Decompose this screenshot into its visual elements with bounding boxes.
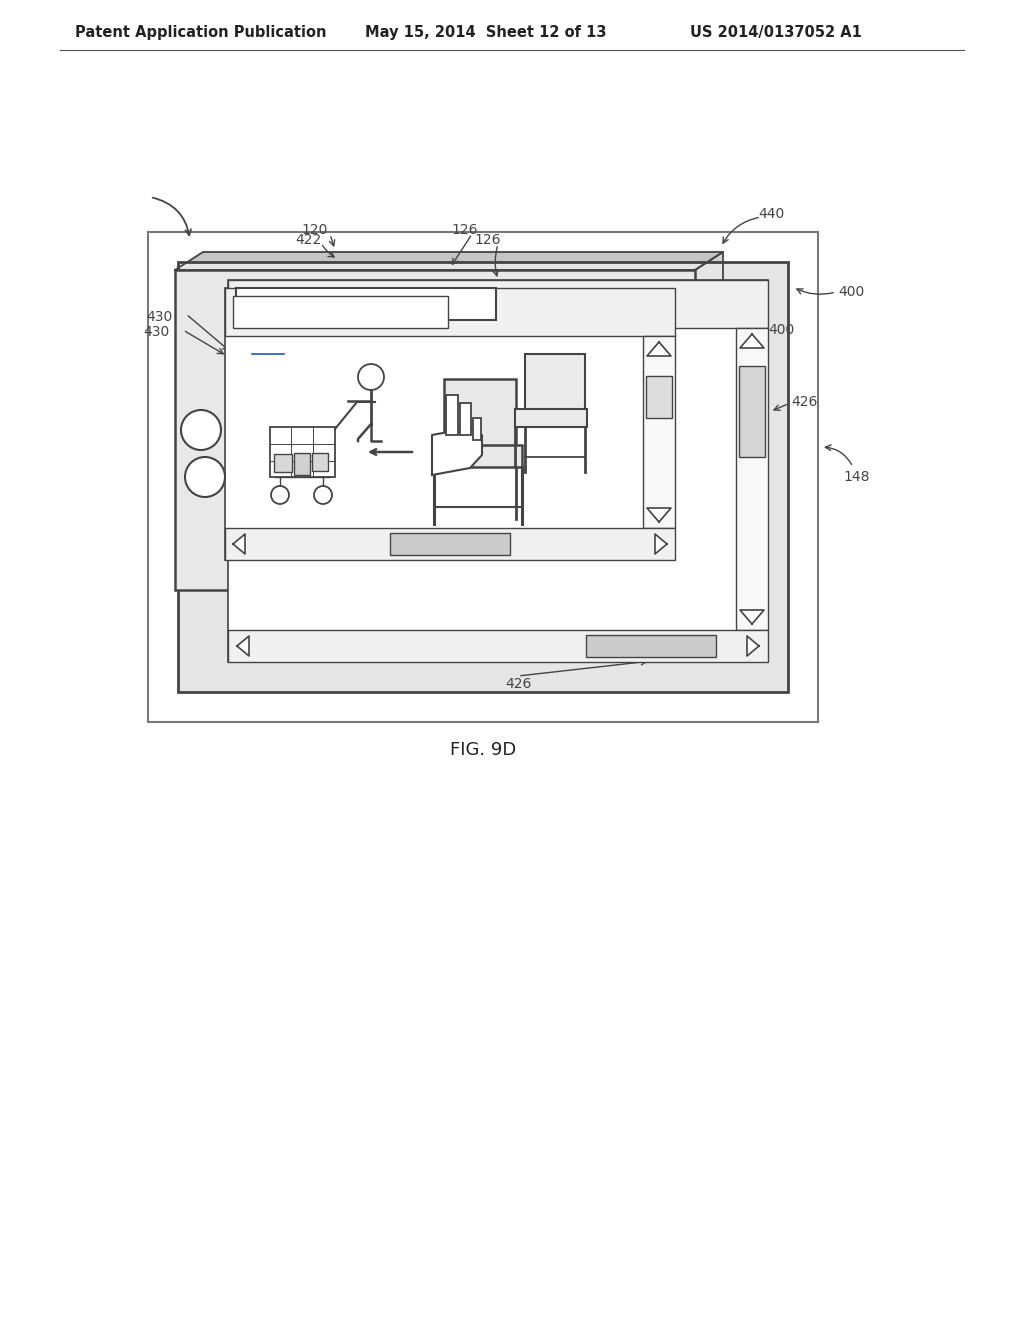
- Text: 430: 430: [143, 325, 170, 339]
- Polygon shape: [655, 535, 667, 554]
- Polygon shape: [647, 508, 671, 521]
- Text: May 15, 2014  Sheet 12 of 13: May 15, 2014 Sheet 12 of 13: [365, 25, 606, 41]
- Bar: [236, 288, 496, 319]
- Polygon shape: [740, 334, 764, 348]
- Polygon shape: [233, 535, 245, 554]
- Text: FIG. 8D: FIG. 8D: [416, 611, 482, 630]
- Bar: [444, 379, 516, 449]
- Bar: [646, 376, 672, 418]
- Bar: [228, 280, 768, 663]
- Bar: [225, 288, 675, 337]
- Text: 454: 454: [253, 338, 281, 354]
- Polygon shape: [647, 342, 671, 356]
- Bar: [460, 403, 471, 436]
- Bar: [225, 288, 675, 560]
- Bar: [586, 635, 716, 657]
- Text: 426: 426: [505, 677, 531, 690]
- Bar: [233, 296, 449, 327]
- Text: SEARCH: SEARCH: [571, 297, 640, 312]
- Polygon shape: [175, 252, 723, 271]
- Bar: [515, 409, 587, 426]
- Circle shape: [181, 411, 221, 450]
- Circle shape: [271, 486, 289, 504]
- Bar: [148, 232, 818, 722]
- Text: 440: 440: [758, 207, 784, 220]
- Text: 120: 120: [302, 223, 328, 238]
- Bar: [228, 280, 768, 327]
- Text: 400: 400: [768, 323, 795, 337]
- Bar: [228, 630, 768, 663]
- Text: FIG. 9D: FIG. 9D: [450, 741, 516, 759]
- Bar: [294, 453, 310, 475]
- Bar: [736, 327, 768, 630]
- Text: US 2014/0137052 A1: US 2014/0137052 A1: [690, 25, 862, 41]
- Polygon shape: [740, 610, 764, 624]
- Text: 450: 450: [446, 480, 473, 495]
- Text: 422: 422: [295, 234, 322, 247]
- Text: Patent Application Publication: Patent Application Publication: [75, 25, 327, 41]
- Text: 430: 430: [146, 310, 173, 323]
- Text: SEARCH: SEARCH: [506, 305, 574, 319]
- Bar: [274, 454, 292, 473]
- Text: 126: 126: [475, 234, 502, 247]
- Bar: [312, 453, 328, 471]
- Bar: [739, 366, 765, 457]
- Bar: [525, 354, 585, 412]
- Circle shape: [358, 364, 384, 389]
- Text: 400: 400: [838, 285, 864, 300]
- Bar: [225, 528, 675, 560]
- Bar: [446, 395, 458, 436]
- Text: 132: 132: [510, 438, 537, 451]
- Bar: [270, 426, 335, 477]
- Polygon shape: [432, 428, 482, 475]
- Bar: [390, 533, 510, 554]
- Polygon shape: [237, 636, 249, 656]
- Bar: [643, 337, 675, 528]
- Bar: [434, 445, 522, 467]
- Circle shape: [185, 457, 225, 498]
- Text: 426: 426: [791, 395, 817, 409]
- Polygon shape: [746, 636, 759, 656]
- Text: 148: 148: [843, 470, 869, 484]
- Polygon shape: [695, 252, 723, 590]
- Bar: [473, 418, 481, 440]
- Circle shape: [314, 486, 332, 504]
- Bar: [175, 271, 695, 590]
- Bar: [178, 261, 788, 692]
- Text: 126: 126: [452, 223, 478, 238]
